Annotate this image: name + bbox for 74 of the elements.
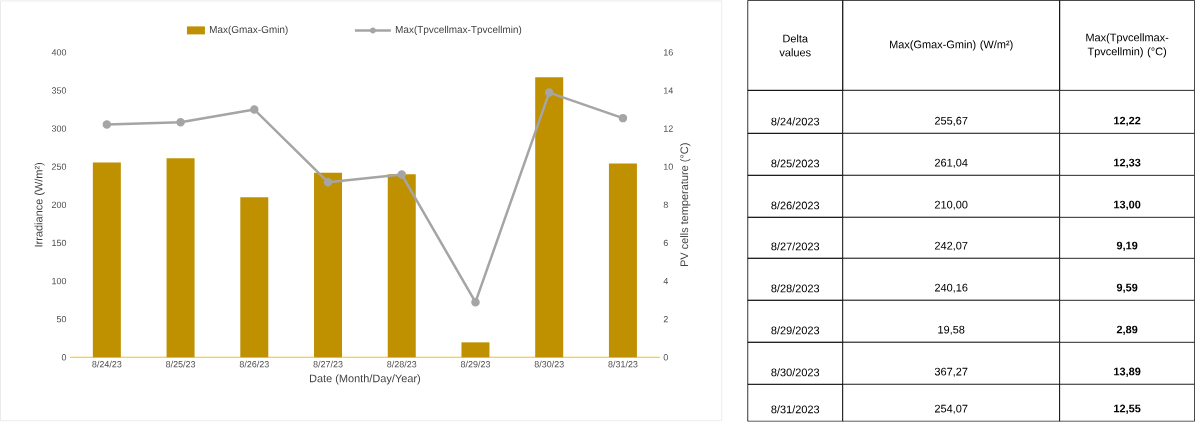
x-tick-label: 8/25/23: [166, 360, 196, 368]
bar: [166, 158, 195, 358]
data-label: 13,00: [1114, 200, 1141, 211]
y-tick-label: 8/27/2023: [771, 242, 820, 251]
x-tick-label: 8/29/23: [460, 360, 491, 368]
data-label: 9,59: [1116, 283, 1138, 294]
x-tick-label: 8/27/23: [313, 360, 343, 368]
legend-label: Max(Tpvcellmax-Tpvcellmin): [395, 25, 522, 36]
y-tick-label: 400: [51, 49, 67, 56]
data-label: 19,58: [938, 325, 965, 335]
x-tick-label: Max(Tpvcellmax-Tpvcellmin) (°C): [1086, 33, 1169, 58]
bar: [461, 342, 490, 358]
point: [250, 105, 259, 114]
x-tick-label: 8/30/23: [534, 360, 564, 368]
x-tick-label: 8/24/23: [92, 360, 122, 368]
bar: [387, 174, 416, 358]
y2-tick-label: 8: [663, 201, 668, 209]
bar: [240, 197, 269, 358]
y-axis-title: Delta values: [779, 34, 811, 57]
y2-tick-label: 12: [664, 125, 673, 132]
data-label: 13,89: [1114, 367, 1141, 378]
y-tick-label: 8/29/2023: [771, 326, 820, 335]
x-tick-label: 8/26/23: [239, 360, 269, 368]
bar: [608, 163, 637, 358]
y2-axis-title: PV cells temperature (°C): [680, 143, 691, 267]
bar: [535, 77, 564, 358]
point: [397, 170, 406, 179]
y2-tick-label: 6: [663, 239, 668, 247]
y-axis-title: Irradiance (W/m²): [34, 163, 45, 247]
y2-tick-label: 14: [664, 87, 674, 94]
bar: [92, 162, 121, 358]
data-label: 9,19: [1116, 241, 1138, 252]
y2-tick-label: 0: [663, 354, 668, 361]
y-tick-label: 300: [51, 125, 67, 132]
point: [102, 120, 112, 129]
x-tick-label: 8/31/23: [608, 360, 638, 368]
data-label: 210,00: [934, 200, 968, 211]
point: [471, 298, 480, 307]
y-tick-label: 8/28/2023: [771, 284, 820, 293]
y-tick-label: 8/24/2023: [771, 117, 820, 126]
legend-label: Max(Gmax-Gmin): [209, 25, 288, 36]
y-tick-label: 100: [52, 278, 67, 285]
data-label: 12,55: [1114, 404, 1141, 415]
x-tick-label: Max(Gmax-Gmin) (W/m²): [890, 40, 1013, 51]
data-label: 261,04: [934, 159, 968, 169]
data-label: 255,67: [934, 117, 968, 127]
y-tick-label: 150: [52, 239, 67, 247]
data-label: 254,07: [934, 404, 968, 414]
bar: [314, 172, 343, 358]
data-label: 12,22: [1114, 116, 1141, 127]
y-tick-label: 50: [56, 316, 67, 323]
y-tick-label: 250: [51, 163, 67, 171]
point: [323, 178, 333, 187]
y-tick-label: 8/30/2023: [771, 368, 820, 377]
y-tick-label: 0: [61, 354, 67, 361]
x-axis-title: Date (Month/Day/Year): [309, 374, 421, 385]
y-tick-label: 200: [51, 201, 67, 209]
y2-tick-label: 10: [664, 163, 673, 171]
point: [544, 88, 554, 98]
y2-tick-label: 16: [664, 49, 673, 56]
data-label: 2,89: [1116, 325, 1138, 336]
data-label: 12,33: [1114, 158, 1141, 169]
point: [618, 114, 628, 123]
y-tick-label: 350: [51, 87, 67, 94]
point: [176, 118, 185, 127]
y2-tick-label: 4: [663, 278, 669, 285]
data-label: 367,27: [934, 367, 968, 377]
data-label: 240,16: [934, 283, 968, 293]
y-tick-label: 8/26/2023: [771, 201, 820, 210]
x-tick-label: 8/28/23: [387, 360, 417, 368]
data-label: 242,07: [934, 241, 968, 252]
y-tick-label: 8/31/2023: [771, 405, 820, 414]
y2-tick-label: 2: [663, 316, 668, 323]
y-tick-label: 8/25/2023: [771, 159, 820, 168]
